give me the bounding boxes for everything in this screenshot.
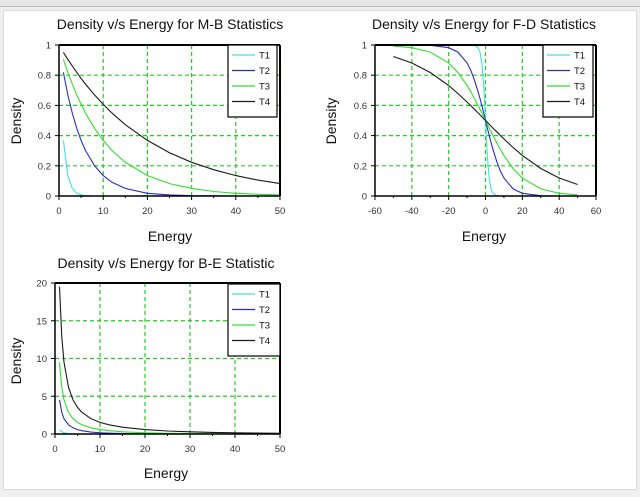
y-tick-label: 0.8 xyxy=(354,71,367,82)
legend-label: T4 xyxy=(574,97,585,108)
y-tick-label: 0.6 xyxy=(38,101,51,112)
series-line-t4 xyxy=(62,52,281,185)
legend-label: T1 xyxy=(574,51,585,62)
y-tick-label: 10 xyxy=(36,354,47,365)
x-tick-label: 0 xyxy=(56,206,61,217)
legend-label: T2 xyxy=(259,305,270,316)
legend-label: T3 xyxy=(259,321,270,332)
y-tick-label: 0 xyxy=(362,192,367,203)
y-axis-label: Density xyxy=(8,338,24,385)
chart-mb: Density v/s Energy for M-B Statistics En… xyxy=(8,16,285,244)
y-tick-label: 20 xyxy=(36,279,47,290)
y-tick-label: 0 xyxy=(42,430,47,441)
legend-label: T2 xyxy=(259,66,270,77)
y-tick-label: 0.6 xyxy=(354,101,367,112)
y-axis-label: Density xyxy=(323,98,339,145)
y-tick-label: 15 xyxy=(36,316,47,327)
y-tick-label: 0 xyxy=(46,192,51,203)
legend-label: T2 xyxy=(574,66,585,77)
x-axis-label: Energy xyxy=(144,465,188,481)
chart-title: Density v/s Energy for B-E Statistic xyxy=(57,255,274,271)
x-tick-label: 30 xyxy=(186,206,197,217)
x-tick-label: 40 xyxy=(231,206,242,217)
y-tick-label: 1 xyxy=(46,41,51,52)
figure-panel xyxy=(3,10,637,490)
x-tick-label: 10 xyxy=(98,206,109,217)
x-tick-label: 50 xyxy=(275,444,286,455)
y-tick-label: 0.4 xyxy=(38,131,51,142)
x-tick-label: 50 xyxy=(275,206,286,217)
legend-label: T1 xyxy=(259,290,270,301)
legend-label: T4 xyxy=(259,97,270,108)
legend-label: T1 xyxy=(259,51,270,62)
y-tick-label: 1 xyxy=(362,41,367,52)
x-tick-label: 0 xyxy=(483,206,488,217)
x-tick-label: 0 xyxy=(52,444,57,455)
series-line-t4 xyxy=(58,286,281,434)
legend-box xyxy=(542,44,594,118)
legend-box xyxy=(227,283,281,357)
series-line-t4 xyxy=(393,55,578,186)
window-top-bar xyxy=(0,0,640,7)
legend-box xyxy=(227,44,278,118)
x-tick-label: -40 xyxy=(405,206,419,217)
x-tick-label: 20 xyxy=(142,206,153,217)
legend-label: T4 xyxy=(259,336,270,347)
y-tick-label: 0.2 xyxy=(354,161,367,172)
series-line-t3 xyxy=(58,362,280,435)
x-tick-label: 30 xyxy=(185,444,196,455)
x-tick-label: 20 xyxy=(517,206,528,217)
legend-label: T3 xyxy=(574,82,585,93)
x-tick-label: -60 xyxy=(368,206,382,217)
x-tick-label: 40 xyxy=(554,206,565,217)
y-tick-label: 0.4 xyxy=(354,131,367,142)
x-axis-label: Energy xyxy=(148,228,192,244)
x-axis-label: Energy xyxy=(462,228,506,244)
series-line-t3 xyxy=(62,59,281,196)
x-tick-label: 20 xyxy=(140,444,151,455)
y-tick-label: 0.8 xyxy=(38,71,51,82)
chart-fd: Density v/s Energy for F-D Statistics En… xyxy=(323,16,601,244)
x-tick-label: 40 xyxy=(230,444,241,455)
y-tick-label: 5 xyxy=(42,392,47,403)
y-tick-label: 0.2 xyxy=(38,161,51,172)
x-tick-label: 60 xyxy=(591,206,602,217)
series-line-t1 xyxy=(62,140,280,197)
chart-title: Density v/s Energy for M-B Statistics xyxy=(57,16,283,32)
x-tick-label: -20 xyxy=(442,206,456,217)
legend-label: T3 xyxy=(259,82,270,93)
x-tick-label: 10 xyxy=(95,444,106,455)
series-line-t2 xyxy=(58,399,280,435)
chart-be: Density v/s Energy for B-E Statistic Ene… xyxy=(8,255,285,481)
chart-title: Density v/s Energy for F-D Statistics xyxy=(372,16,596,32)
y-axis-label: Density xyxy=(8,98,24,145)
